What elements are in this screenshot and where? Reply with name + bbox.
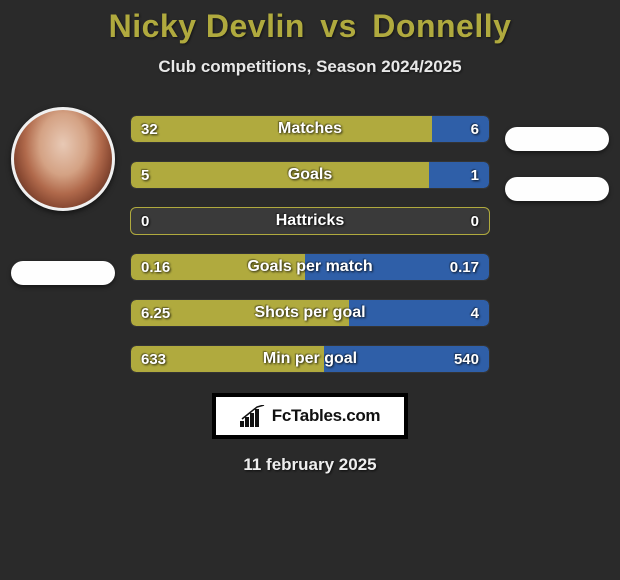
player-left-team-pill (11, 261, 115, 285)
stat-value-right: 4 (471, 300, 479, 326)
subtitle: Club competitions, Season 2024/2025 (0, 57, 620, 77)
stat-bars: 32Matches6 5Goals1 0Hattricks0 0.16Goals pe… (130, 107, 490, 373)
title-vs: vs (320, 8, 357, 44)
stat-metric-label: Goals per match (131, 254, 489, 280)
comparison-card: Nicky Devlin vs Donnelly Club competitio… (0, 0, 620, 475)
player-right-column (502, 107, 612, 201)
footer-date: 11 february 2025 (0, 455, 620, 475)
stat-bar: 6.25Shots per goal4 (130, 299, 490, 327)
page-title: Nicky Devlin vs Donnelly (0, 8, 620, 45)
title-player2: Donnelly (372, 8, 511, 44)
stat-metric-label: Hattricks (131, 208, 489, 234)
stat-metric-label: Matches (131, 116, 489, 142)
stat-metric-label: Goals (131, 162, 489, 188)
stat-bar: 32Matches6 (130, 115, 490, 143)
fctables-logo: FcTables.com (212, 393, 408, 439)
stat-value-right: 1 (471, 162, 479, 188)
player-right-team-pill-2 (505, 177, 609, 201)
comparison-body: 32Matches6 5Goals1 0Hattricks0 0.16Goals pe… (0, 107, 620, 373)
stat-bar: 0.16Goals per match0.17 (130, 253, 490, 281)
stat-value-right: 540 (454, 346, 479, 372)
stat-value-right: 0.17 (450, 254, 479, 280)
stat-value-right: 6 (471, 116, 479, 142)
fctables-logo-text: FcTables.com (272, 406, 381, 426)
stat-bar: 633Min per goal540 (130, 345, 490, 373)
fctables-icon (240, 405, 266, 427)
stat-bar: 0Hattricks0 (130, 207, 490, 235)
player-left-column (8, 107, 118, 285)
stat-bar: 5Goals1 (130, 161, 490, 189)
stat-value-right: 0 (471, 208, 479, 234)
title-player1: Nicky Devlin (109, 8, 305, 44)
stat-metric-label: Shots per goal (131, 300, 489, 326)
player-right-team-pill-1 (505, 127, 609, 151)
player-left-avatar (11, 107, 115, 211)
stat-metric-label: Min per goal (131, 346, 489, 372)
